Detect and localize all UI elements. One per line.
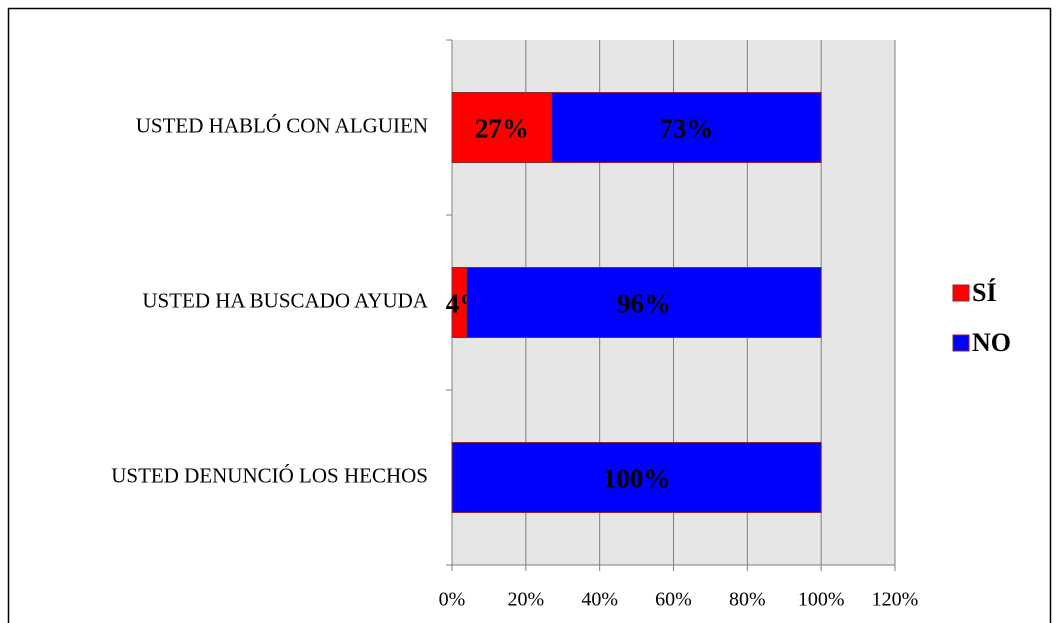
y-tick-label: USTED HABLÓ CON ALGUIEN [136,113,428,137]
y-tick-label: USTED DENUNCIÓ LOS HECHOS [111,463,428,487]
legend-label: SÍ [972,278,997,307]
bar-segment [466,267,822,338]
value-label: 27% [475,114,529,144]
x-tick-label: 0% [439,589,466,611]
legend-swatch [952,334,970,352]
legend-label: NO [972,328,1011,357]
legend-swatch [952,284,970,302]
x-tick-label: 60% [655,589,692,611]
value-label: 73% [659,114,713,144]
value-label: 96% [617,289,671,319]
value-label: 100% [603,464,671,494]
x-tick-label: 80% [729,589,766,611]
x-tick-label: 20% [507,589,544,611]
bar-segment [451,442,822,513]
x-tick-label: 40% [581,589,618,611]
x-tick-label: 120% [872,589,919,611]
y-tick-label: USTED HA BUSCADO AYUDA [142,288,429,312]
bar-segment [551,92,822,163]
x-tick-label: 100% [798,589,845,611]
